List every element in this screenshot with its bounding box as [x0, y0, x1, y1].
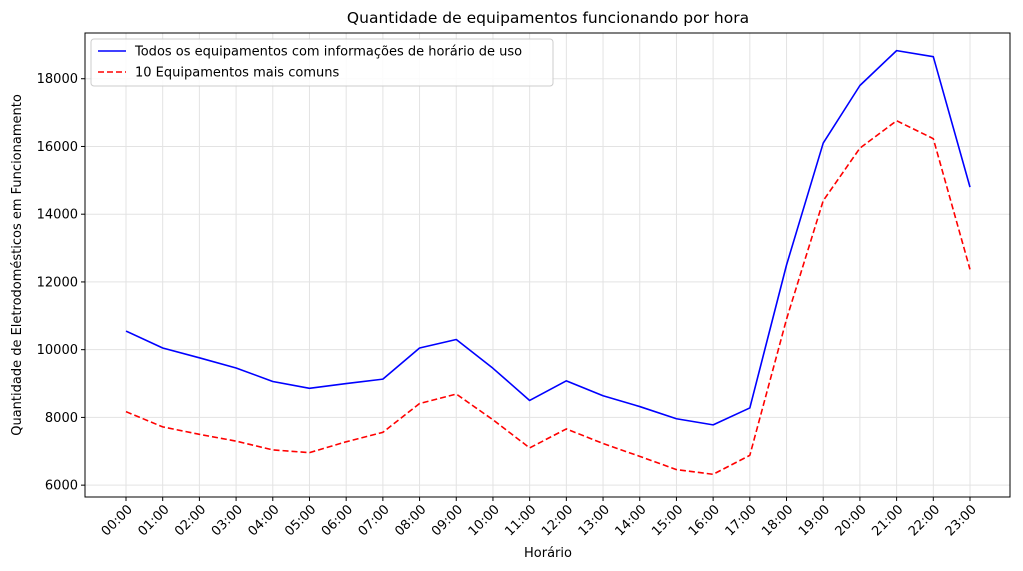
x-tick-label: 16:00 — [686, 502, 723, 539]
series-line-1 — [125, 49, 971, 426]
series-group — [125, 49, 971, 476]
x-tick-label: 19:00 — [796, 502, 833, 539]
x-tick-label: 15:00 — [649, 502, 686, 539]
y-tick-label: 14000 — [37, 208, 78, 223]
x-tick-label: 11:00 — [502, 502, 539, 539]
x-tick-label: 23:00 — [943, 502, 980, 539]
x-tick-label: 20:00 — [833, 502, 870, 539]
x-tick-label: 07:00 — [356, 502, 393, 539]
y-tick-label: 16000 — [37, 140, 78, 155]
x-tick-label: 12:00 — [539, 502, 576, 539]
x-tick-label: 10:00 — [466, 502, 503, 539]
plot-frame — [84, 32, 1011, 498]
x-tick-label: 04:00 — [246, 502, 283, 539]
x-axis-label: Horário — [524, 546, 572, 561]
x-tick-label: 21:00 — [869, 502, 906, 539]
x-tick-label: 09:00 — [429, 502, 466, 539]
legend-label-2: 10 Equipamentos mais comuns — [135, 66, 339, 81]
x-tick-label: 17:00 — [723, 502, 760, 539]
x-tick-label: 14:00 — [612, 502, 649, 539]
x-axis: 00:00 01:00 02:00 03:00 04:00 05:00 06:00 07:00… — [99, 497, 980, 539]
y-tick-label: 10000 — [37, 343, 78, 358]
x-tick-label: 00:00 — [99, 502, 136, 539]
y-tick-label: 8000 — [45, 411, 78, 426]
x-tick-label: 05:00 — [282, 502, 319, 539]
x-tick-label: 22:00 — [906, 502, 943, 539]
y-axis-label: Quantidade de Eletrodomésticos em Funcio… — [10, 94, 25, 436]
series-line-2 — [125, 119, 971, 476]
y-tick-label: 12000 — [37, 275, 78, 290]
x-tick-label: 01:00 — [135, 502, 172, 539]
y-tick-label: 18000 — [37, 72, 78, 87]
x-tick-label: 08:00 — [392, 502, 429, 539]
x-tick-label: 06:00 — [319, 502, 356, 539]
y-tick-label: 6000 — [45, 479, 78, 494]
legend-box — [90, 38, 554, 87]
legend-label-1: Todos os equipamentos com informações de… — [134, 45, 522, 60]
grid — [85, 33, 1010, 497]
x-tick-label: 02:00 — [172, 502, 209, 539]
chart-title: Quantidade de equipamentos funcionando p… — [347, 9, 749, 27]
y-axis: 6000 8000 10000 12000 14000 16000 18000 — [37, 72, 85, 494]
legend: Todos os equipamentos com informações de… — [90, 38, 554, 87]
x-tick-label: 03:00 — [209, 502, 246, 539]
x-tick-label: 18:00 — [759, 502, 796, 539]
x-tick-label: 13:00 — [576, 502, 613, 539]
